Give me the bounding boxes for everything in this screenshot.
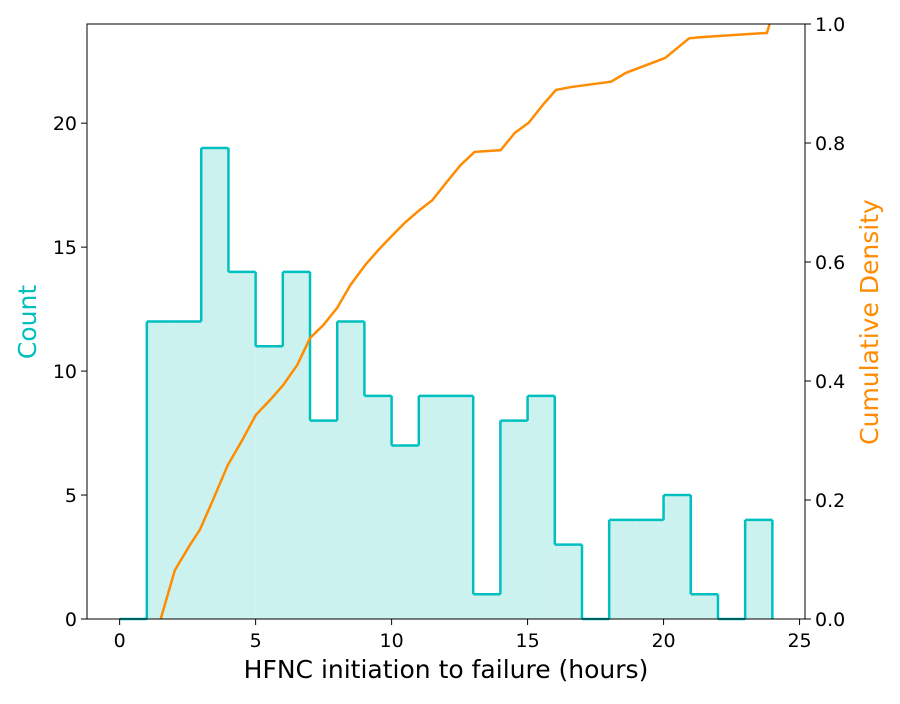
y-tick-label: 0 (65, 609, 77, 631)
y2-tick-label: 0.8 (815, 133, 845, 155)
y2-tick-label: 0.4 (815, 371, 845, 393)
histogram-bar (527, 395, 555, 619)
x-tick-label: 15 (515, 630, 539, 652)
histogram-bar (663, 495, 691, 619)
y-tick-label: 10 (53, 361, 77, 383)
histogram-bar (146, 321, 175, 619)
histogram-bar (446, 395, 474, 619)
x-axis-label: HFNC initiation to failure (hours) (244, 655, 649, 684)
y2-tick-label: 0.0 (815, 609, 845, 631)
x-tick-label: 20 (651, 630, 675, 652)
histogram-bar (391, 445, 419, 619)
plot-frame (86, 23, 806, 620)
histogram-bar (282, 271, 311, 619)
y2-axis-label: Cumulative Density (855, 199, 884, 445)
histogram-bar (201, 147, 229, 620)
histogram-bar (255, 346, 283, 619)
y-tick-label: 15 (53, 237, 77, 259)
histogram-bar (418, 395, 446, 619)
y2-tick-label: 0.6 (815, 252, 845, 274)
histogram-bar (500, 420, 528, 619)
histogram-bar (636, 519, 664, 619)
y-tick-label: 20 (53, 113, 77, 135)
histogram-bar (174, 321, 202, 619)
x-tick-label: 10 (380, 630, 404, 652)
y-axis-label: Count (13, 285, 42, 359)
histogram-bar (310, 420, 338, 619)
x-tick-label: 0 (114, 630, 126, 652)
x-tick-label: 25 (787, 630, 811, 652)
histogram-bar (337, 321, 365, 619)
cdf-line (159, 23, 771, 620)
y2-tick-label: 0.2 (815, 490, 845, 512)
y2-tick-label: 1.0 (815, 14, 845, 36)
histogram-bar (690, 594, 718, 619)
x-tick-label: 5 (250, 630, 262, 652)
histogram-bar (745, 519, 773, 619)
histogram-bar (364, 395, 392, 619)
histogram-bar (473, 594, 501, 619)
histogram-bar (228, 271, 256, 619)
histogram-bar (554, 544, 582, 619)
y-tick-label: 5 (65, 485, 77, 507)
histogram-bar (609, 519, 637, 619)
